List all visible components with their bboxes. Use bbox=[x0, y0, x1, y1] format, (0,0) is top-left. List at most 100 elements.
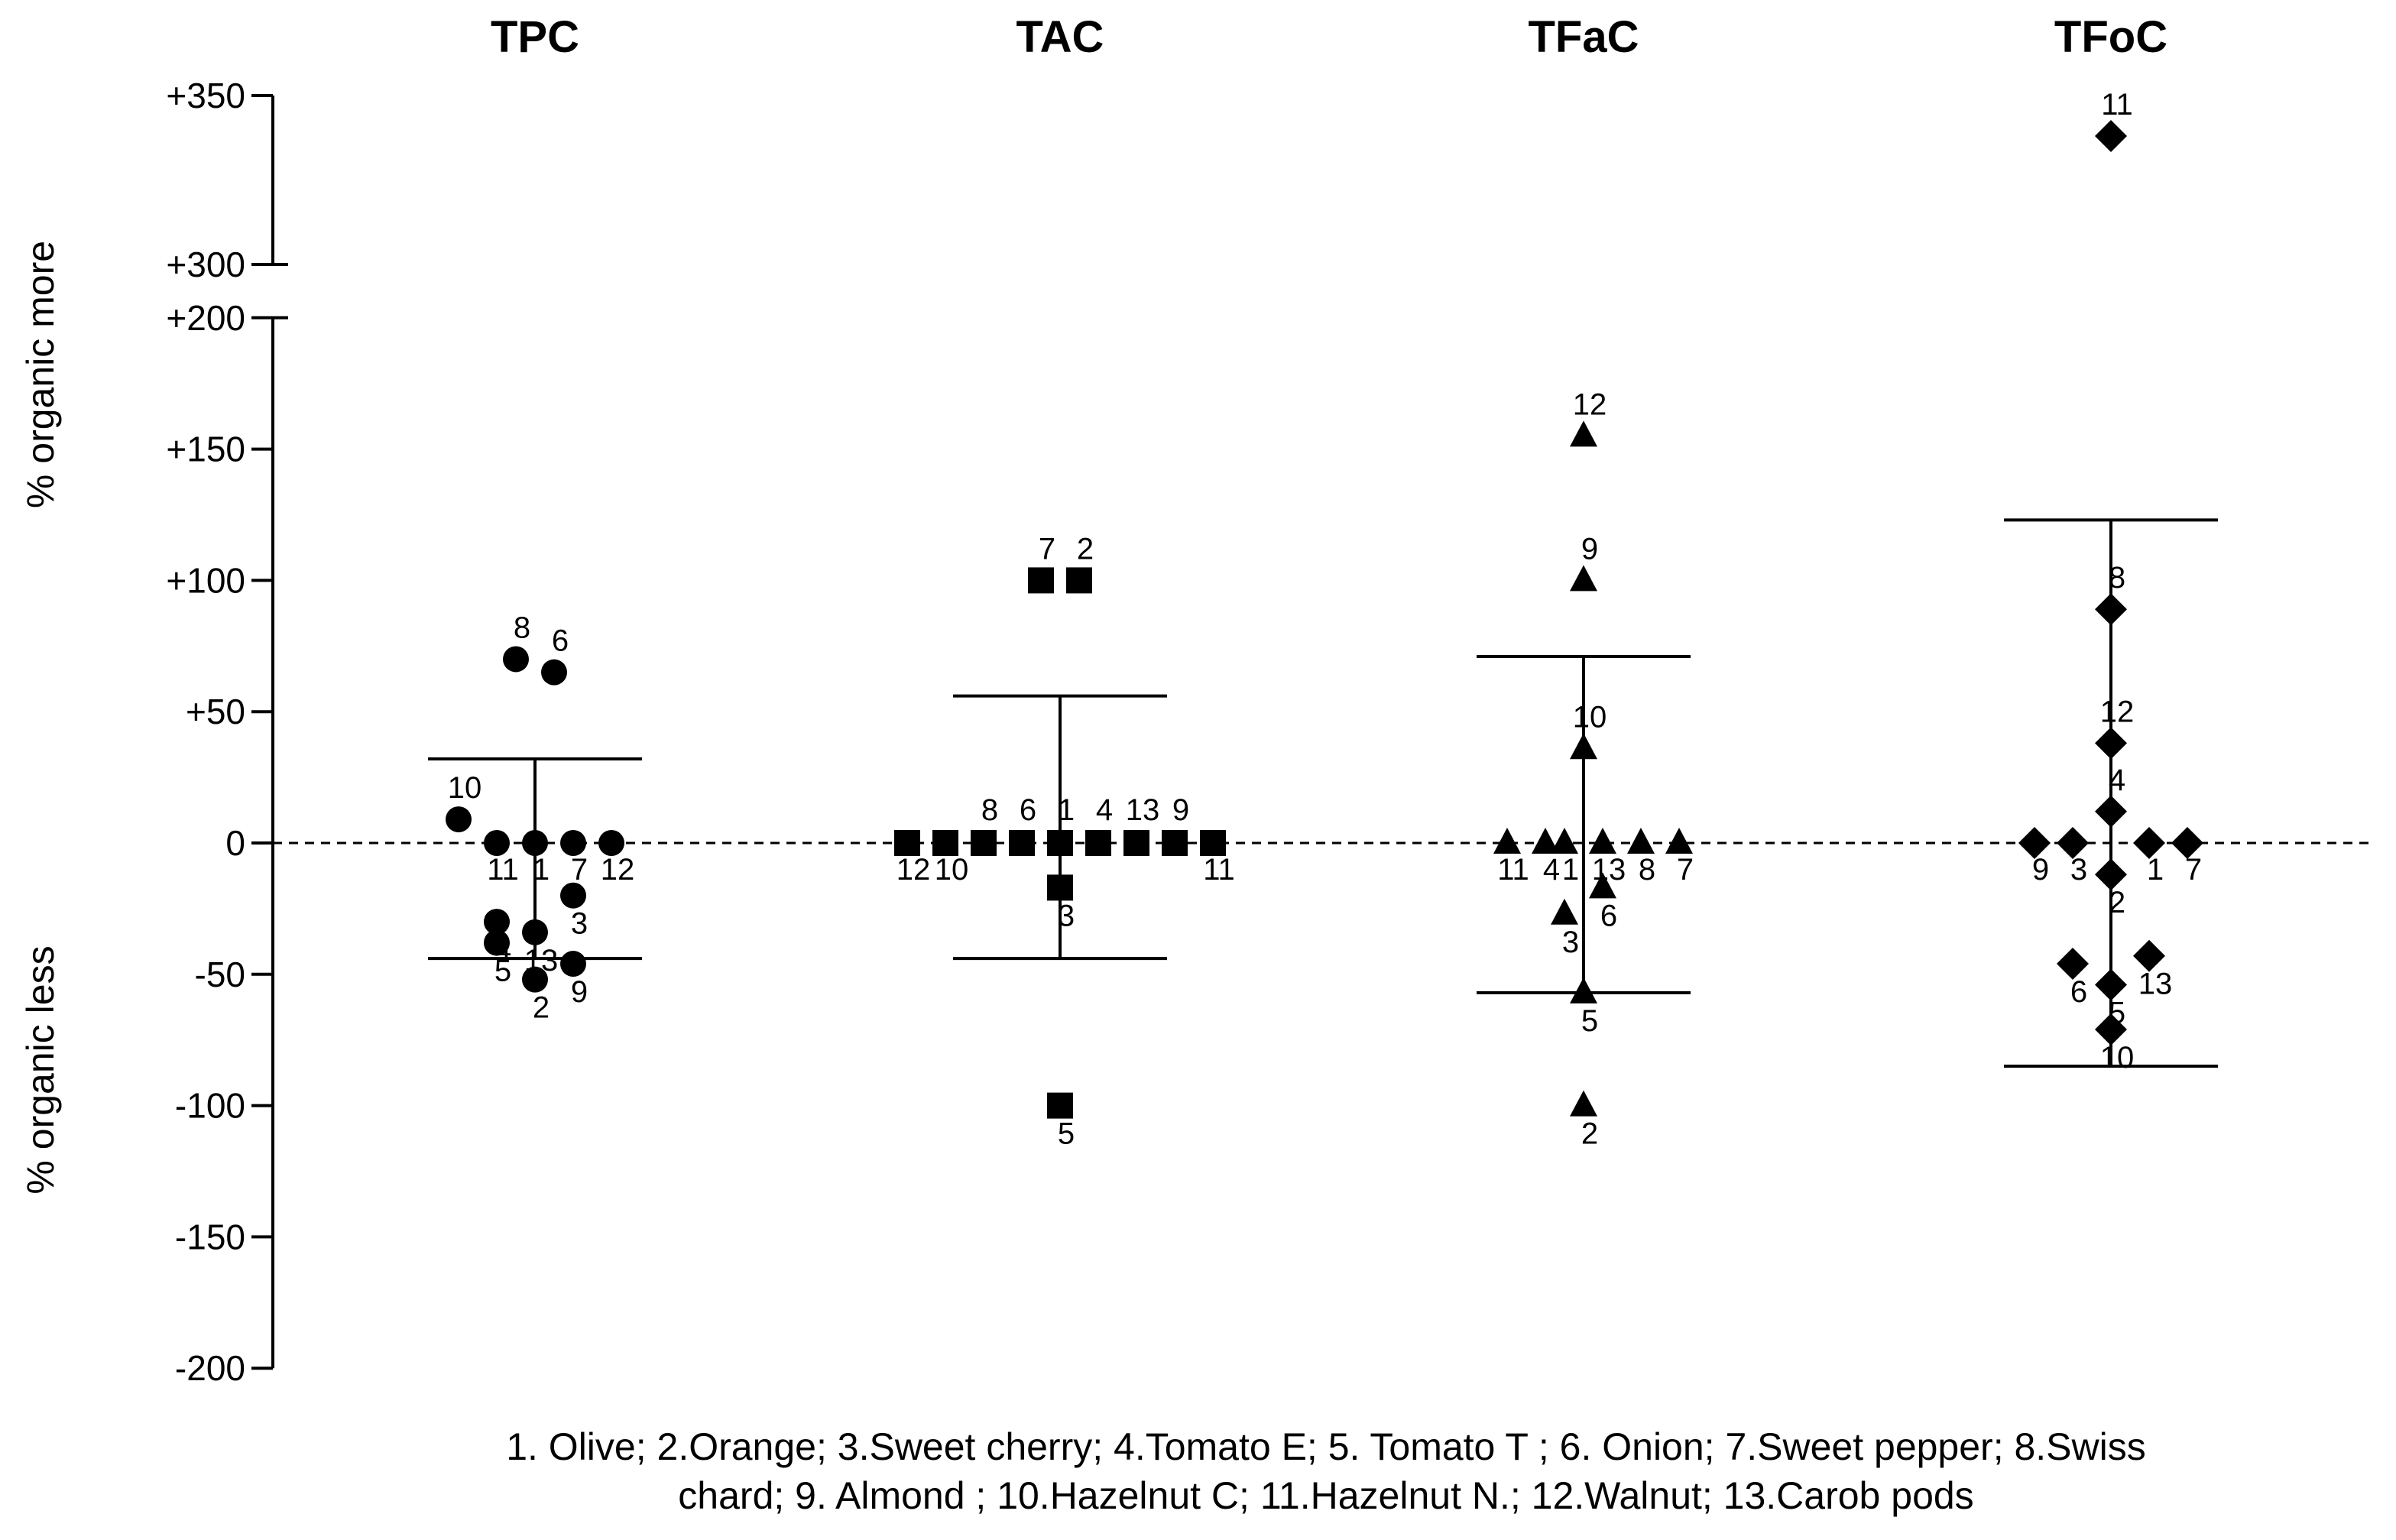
point-label: 3 bbox=[1058, 899, 1075, 932]
y-tick-label: +100 bbox=[166, 560, 245, 600]
data-point-circle bbox=[598, 830, 624, 856]
point-label: 10 bbox=[448, 771, 482, 805]
data-point-diamond bbox=[2095, 1013, 2127, 1046]
data-point-square bbox=[1047, 830, 1073, 856]
point-label: 13 bbox=[2138, 968, 2173, 1001]
data-point-triangle bbox=[1551, 828, 1578, 854]
point-label: 11 bbox=[1203, 853, 1235, 887]
point-label: 9 bbox=[1581, 532, 1598, 566]
data-point-circle bbox=[522, 966, 548, 993]
point-label: 11 bbox=[487, 853, 519, 887]
legend-line-1: 1. Olive; 2.Orange; 3.Sweet cherry; 4.To… bbox=[506, 1425, 2146, 1468]
point-label: 2 bbox=[1581, 1117, 1598, 1151]
point-label: 1 bbox=[1058, 793, 1075, 827]
point-label: 11 bbox=[1497, 853, 1529, 887]
data-point-triangle bbox=[1627, 828, 1655, 854]
data-point-triangle bbox=[1570, 733, 1597, 760]
point-label: 4 bbox=[1096, 793, 1113, 827]
data-point-triangle bbox=[1551, 898, 1578, 925]
y-tick-label: +50 bbox=[186, 692, 245, 731]
group-title-tfoc: TFoC bbox=[2054, 12, 2167, 62]
data-point-circle bbox=[484, 830, 510, 856]
point-label: 13 bbox=[1592, 853, 1626, 887]
data-point-triangle bbox=[1493, 828, 1521, 854]
y-tick-label: 0 bbox=[225, 823, 245, 863]
point-label: 12 bbox=[896, 853, 931, 887]
point-label: 9 bbox=[571, 975, 588, 1009]
data-point-circle bbox=[484, 909, 510, 935]
data-point-circle bbox=[484, 929, 510, 956]
point-label: 13 bbox=[1126, 793, 1160, 827]
point-label: 1 bbox=[1562, 853, 1579, 887]
data-point-diamond bbox=[2095, 795, 2127, 828]
data-point-square bbox=[1085, 830, 1111, 856]
point-label: 1 bbox=[533, 853, 550, 887]
point-label: 6 bbox=[552, 624, 569, 658]
point-label: 3 bbox=[2070, 853, 2087, 887]
point-label: 2 bbox=[1077, 532, 1094, 566]
point-label: 4 bbox=[494, 933, 511, 967]
y-tick-label: -150 bbox=[175, 1217, 245, 1256]
data-point-triangle bbox=[1532, 828, 1559, 854]
point-label: 6 bbox=[1020, 793, 1036, 827]
data-point-square bbox=[1047, 874, 1073, 901]
point-label: 12 bbox=[601, 853, 635, 887]
y-tick-label: +200 bbox=[166, 298, 245, 338]
point-label: 10 bbox=[935, 853, 969, 887]
group-title-tfac: TFaC bbox=[1529, 12, 1639, 62]
y-tick-label: +300 bbox=[166, 245, 245, 284]
data-point-circle bbox=[541, 659, 567, 686]
point-label: 5 bbox=[1058, 1117, 1075, 1151]
group-title-tpc: TPC bbox=[491, 12, 579, 62]
y-axis-ticks: +350 +300 +200 +150 +100 +50 0 -50 -100 -150 -200 bbox=[166, 76, 288, 1388]
point-label: 2 bbox=[2109, 886, 2125, 919]
point-label: 4 bbox=[1543, 853, 1560, 887]
point-label: 10 bbox=[1573, 700, 1607, 734]
data-point-circle bbox=[522, 919, 548, 945]
point-label: 5 bbox=[2109, 997, 2125, 1030]
data-point-diamond bbox=[2171, 827, 2203, 859]
data-point-square bbox=[1123, 830, 1149, 856]
data-point-diamond bbox=[2095, 593, 2127, 626]
y-axis-label-more: % organic more bbox=[19, 241, 62, 508]
point-label: 12 bbox=[1573, 387, 1607, 421]
y-tick-label: +150 bbox=[166, 430, 245, 469]
data-point-diamond bbox=[2018, 827, 2051, 859]
point-label: 11 bbox=[2101, 88, 2133, 122]
data-point-triangle bbox=[1589, 828, 1616, 854]
data-point-circle bbox=[560, 830, 586, 856]
data-point-diamond bbox=[2057, 948, 2089, 981]
point-label: 8 bbox=[2109, 561, 2125, 595]
data-point-circle bbox=[503, 646, 529, 673]
group-titles: TPC TAC TFaC TFoC bbox=[491, 12, 2167, 62]
point-label: 6 bbox=[2070, 975, 2087, 1009]
point-label: 8 bbox=[981, 793, 998, 827]
data-point-triangle bbox=[1570, 1090, 1597, 1117]
data-point-square bbox=[971, 830, 997, 856]
data-point-square bbox=[1047, 1092, 1073, 1119]
point-label: 5 bbox=[494, 955, 511, 988]
point-label: 8 bbox=[1639, 853, 1655, 887]
point-label: 7 bbox=[1677, 853, 1694, 887]
point-label: 10 bbox=[2100, 1041, 2135, 1075]
data-point-square bbox=[1009, 830, 1035, 856]
point-label: 4 bbox=[2109, 764, 2125, 797]
data-point-circle bbox=[560, 951, 586, 977]
y-tick-label: +350 bbox=[166, 76, 245, 115]
y-tick-label: -200 bbox=[175, 1348, 245, 1388]
y-axis-label-less: % organic less bbox=[19, 945, 62, 1194]
point-label: 7 bbox=[571, 853, 588, 887]
data-point-circle bbox=[446, 806, 472, 833]
data-point-diamond bbox=[2095, 120, 2127, 153]
data-point-square bbox=[1200, 830, 1226, 856]
point-label: 1 bbox=[2147, 853, 2164, 887]
point-label: 13 bbox=[524, 944, 559, 977]
point-label: 2 bbox=[533, 991, 550, 1025]
point-label: 3 bbox=[1562, 926, 1579, 959]
data-point-triangle bbox=[1570, 977, 1597, 1003]
data-point-diamond bbox=[2095, 727, 2127, 760]
point-label: 12 bbox=[2100, 695, 2135, 728]
data-point-square bbox=[1162, 830, 1188, 856]
